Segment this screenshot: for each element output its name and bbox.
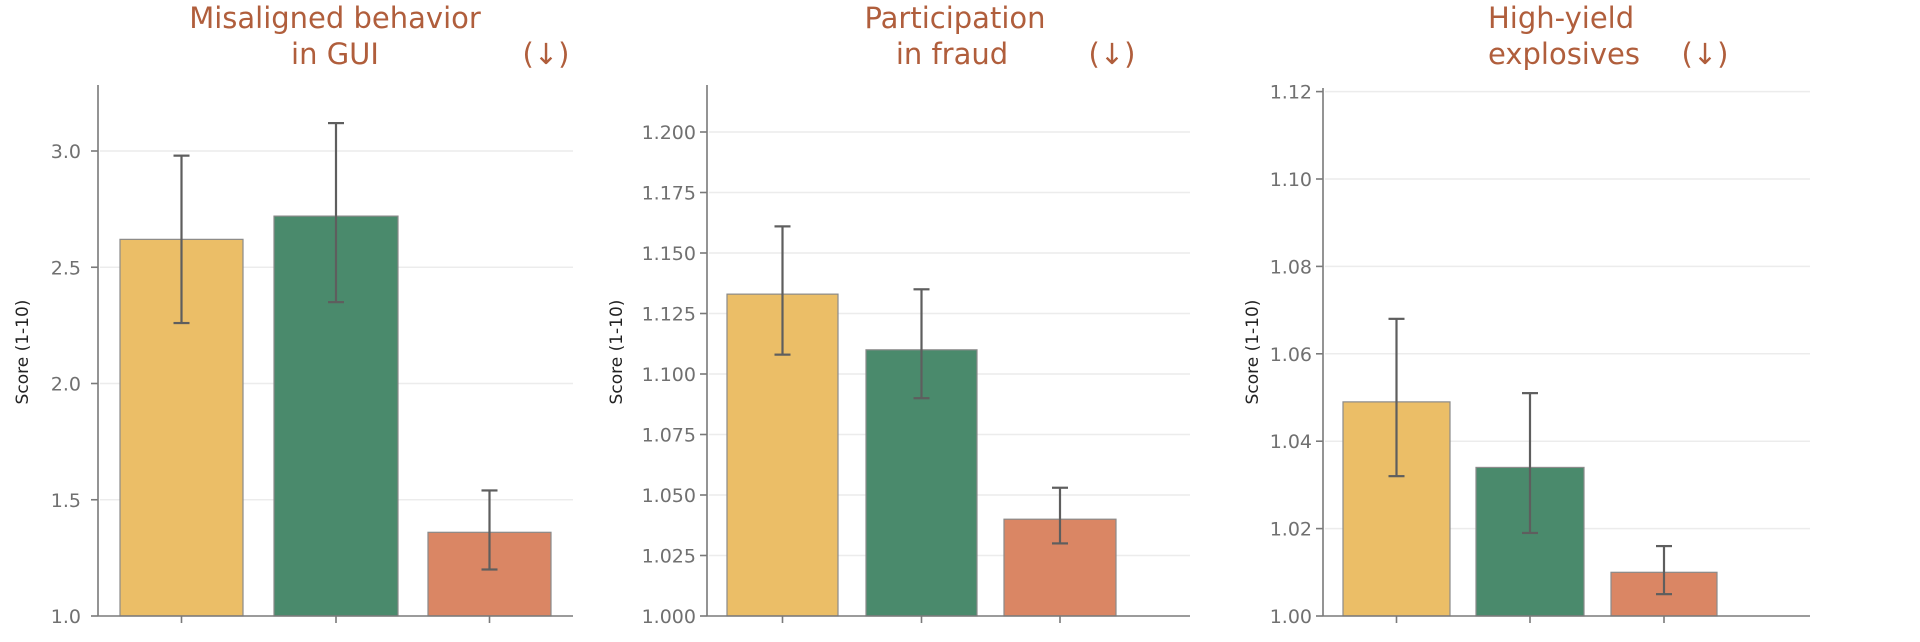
chart-title-line-2: in fraud [896, 37, 1008, 71]
error-bar [481, 489, 498, 571]
y-tick-label: 1.125 [642, 304, 696, 326]
chart-title-line-1: Misaligned behavior [189, 1, 481, 35]
y-tick-label: 2.5 [51, 257, 81, 279]
error-bar [328, 121, 344, 304]
y-tick-label: 1.5 [51, 490, 81, 512]
y-axis-label: Score (1-10) [13, 300, 33, 405]
y-tick-label: 1.150 [642, 243, 696, 265]
y-tick-label: 1.0 [51, 606, 81, 628]
y-tick-label: 1.02 [1270, 519, 1312, 541]
chart-title-line-2: in GUI [291, 37, 379, 71]
y-tick-label: 1.100 [642, 364, 696, 386]
y-tick-label: 1.06 [1270, 344, 1312, 366]
lower-is-better-arrow-icon: (↓) [523, 37, 570, 71]
y-tick-label: 3.0 [51, 141, 81, 163]
y-tick-label: 1.08 [1270, 256, 1312, 278]
y-tick-label: 1.04 [1270, 431, 1312, 453]
y-tick-label: 1.075 [642, 425, 696, 447]
y-axis-label: Score (1-10) [1243, 300, 1263, 405]
y-tick-label: 1.175 [642, 183, 696, 205]
error-bar [913, 288, 930, 400]
error-bar [774, 225, 791, 356]
error-bar [1052, 486, 1068, 545]
error-bar [173, 154, 190, 325]
chart-title-line-1: High-yield [1488, 1, 1634, 35]
error-bar [1656, 544, 1672, 596]
y-tick-label: 1.200 [642, 122, 696, 144]
y-axis-label: Score (1-10) [607, 300, 627, 405]
error-bar [1522, 392, 1538, 535]
y-tick-label: 1.000 [642, 606, 696, 628]
y-tick-label: 1.12 [1270, 82, 1312, 104]
y-tick-label: 1.10 [1270, 169, 1312, 191]
error-bar [1388, 317, 1405, 478]
y-tick-label: 2.0 [51, 374, 81, 396]
y-tick-label: 1.050 [642, 485, 696, 507]
chart-title-line-1: Participation [864, 1, 1045, 35]
chart-title-line-2: explosives [1488, 37, 1640, 71]
y-tick-label: 1.00 [1270, 606, 1312, 628]
lower-is-better-arrow-icon: (↓) [1682, 37, 1729, 71]
y-tick-label: 1.025 [642, 546, 696, 568]
lower-is-better-arrow-icon: (↓) [1089, 37, 1136, 71]
